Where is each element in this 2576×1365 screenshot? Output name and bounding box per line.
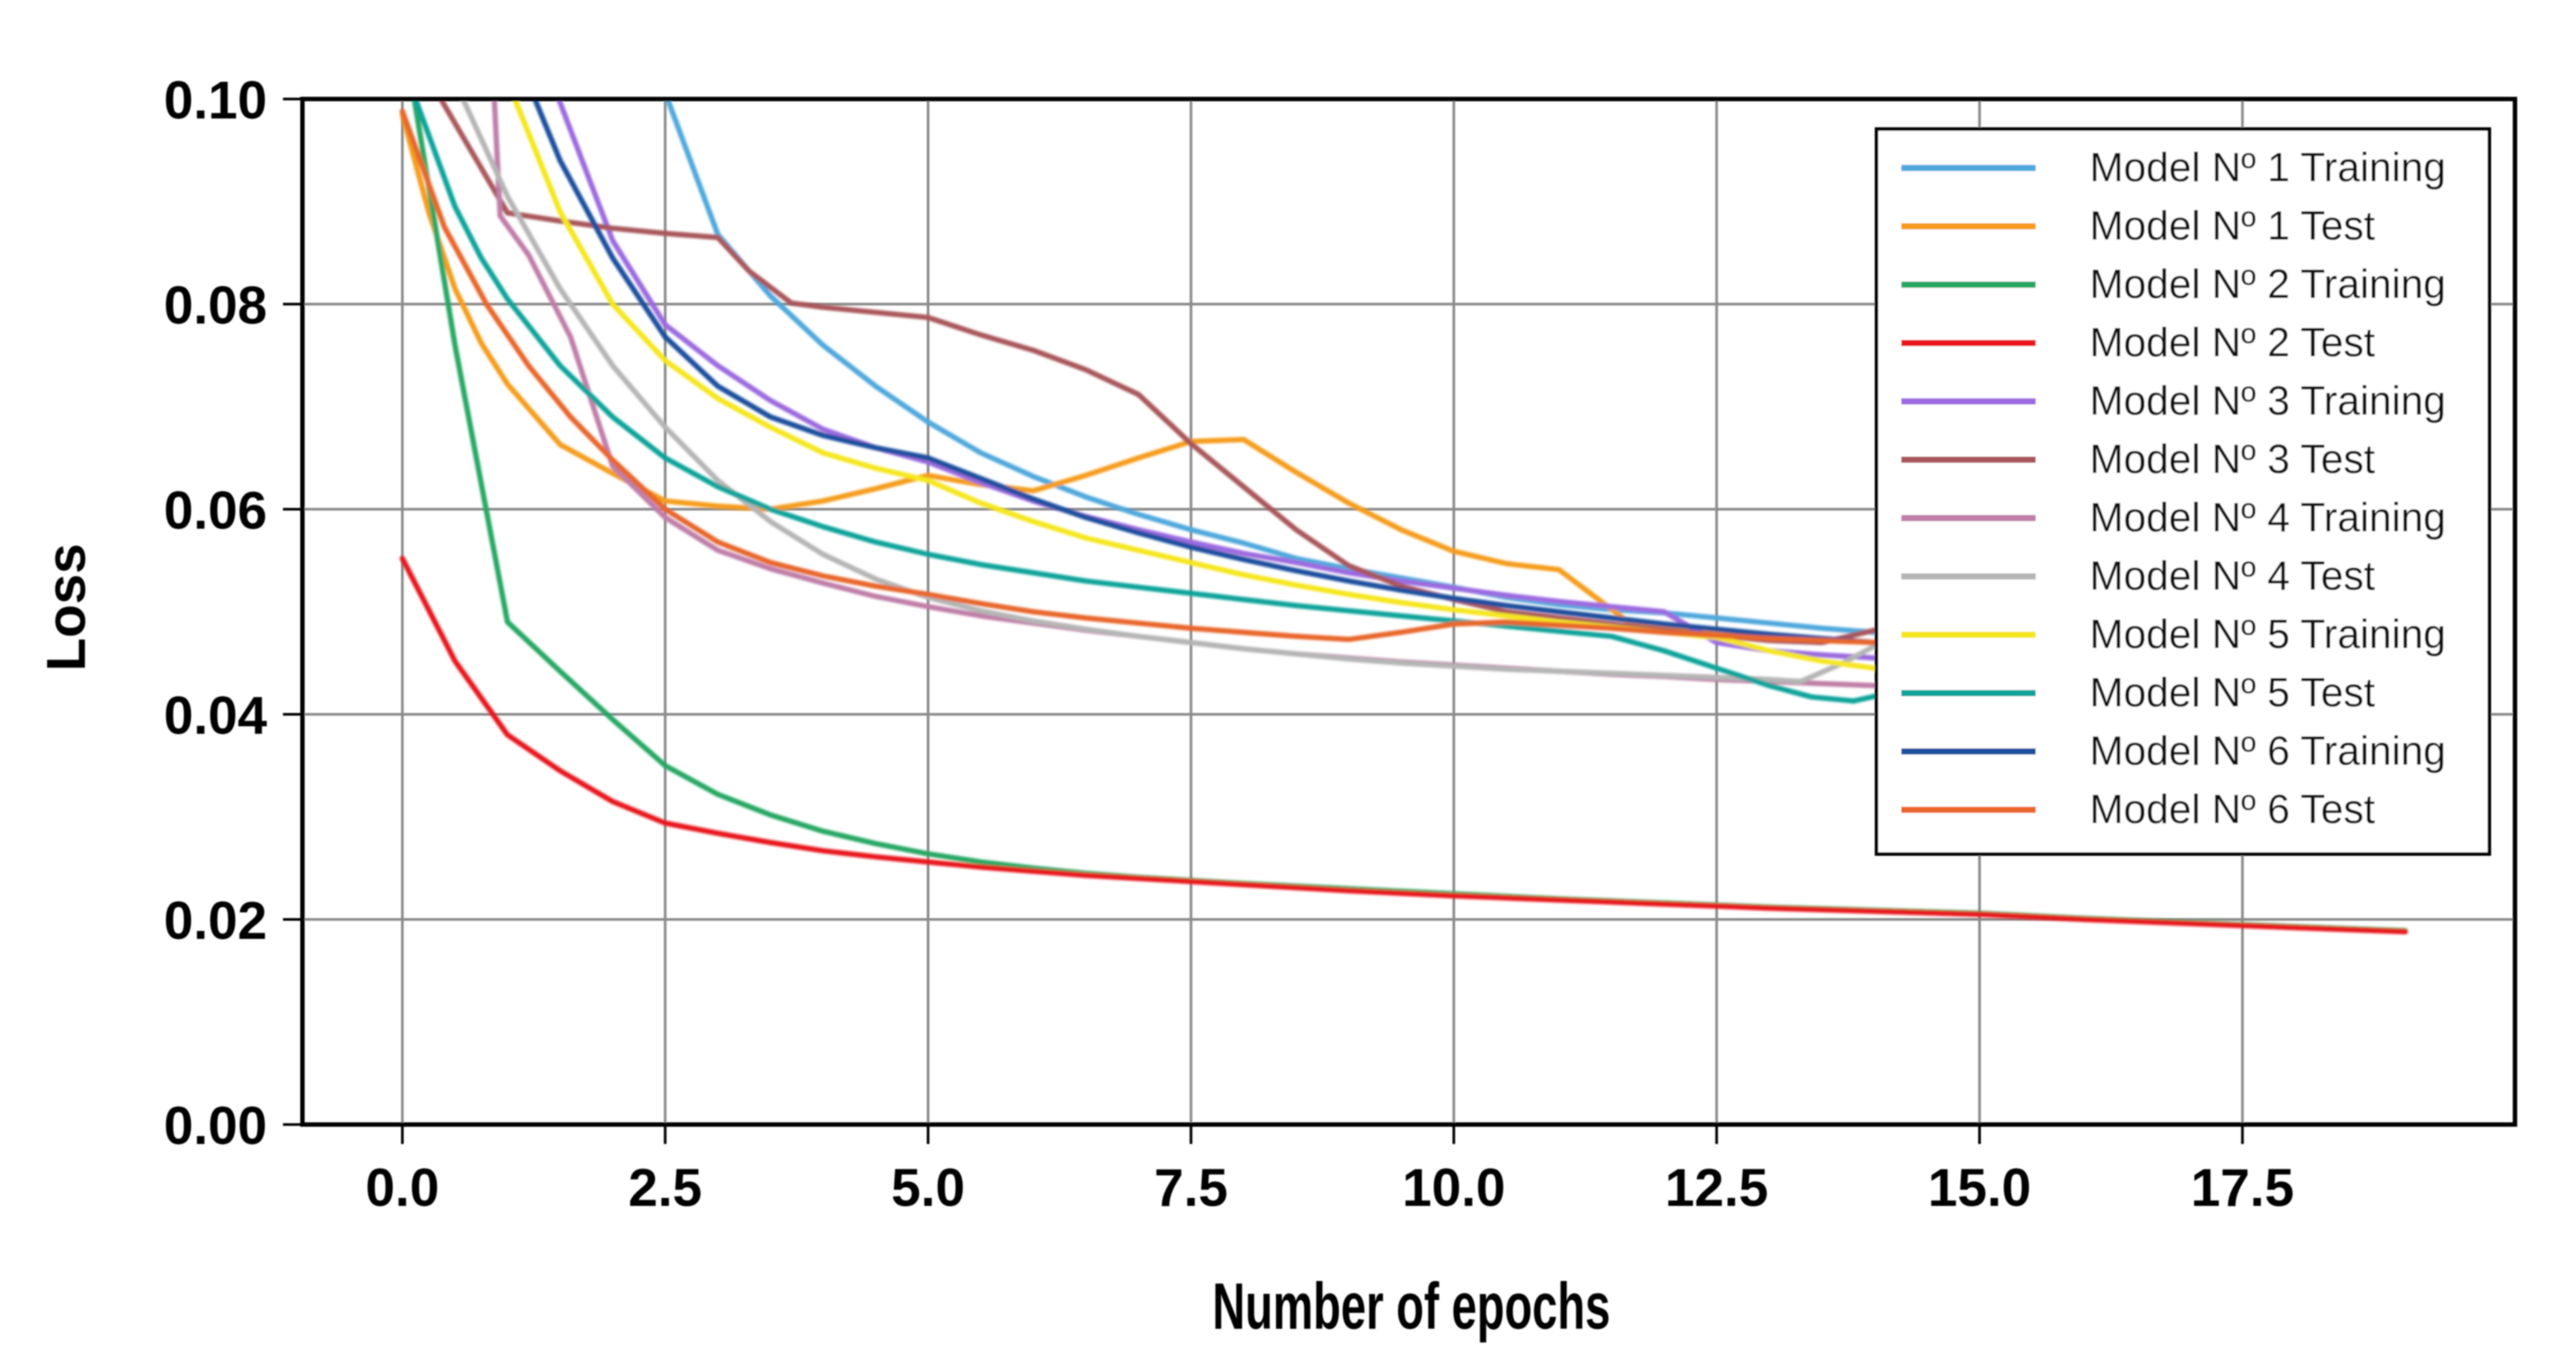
svg-text:0.00: 0.00 (164, 1096, 267, 1155)
svg-text:0.10: 0.10 (164, 71, 267, 130)
svg-text:Model Nº 3 Test: Model Nº 3 Test (2090, 436, 2375, 482)
svg-text:17.5: 17.5 (2190, 1158, 2294, 1217)
svg-text:0.04: 0.04 (164, 686, 267, 745)
svg-text:Model Nº 5 Training: Model Nº 5 Training (2090, 611, 2446, 657)
svg-text:7.5: 7.5 (1154, 1158, 1227, 1217)
svg-text:Loss: Loss (36, 544, 97, 672)
svg-text:Model Nº 1 Test: Model Nº 1 Test (2090, 202, 2375, 248)
svg-text:0.08: 0.08 (164, 276, 267, 335)
svg-text:Model Nº 2 Test: Model Nº 2 Test (2090, 319, 2375, 365)
svg-text:Number of epochs: Number of epochs (1212, 1270, 1610, 1343)
svg-text:Model Nº 4 Training: Model Nº 4 Training (2090, 494, 2446, 540)
svg-text:2.5: 2.5 (628, 1158, 701, 1217)
svg-text:Model Nº 1 Training: Model Nº 1 Training (2090, 144, 2446, 190)
svg-text:Model Nº 5 Test: Model Nº 5 Test (2090, 669, 2375, 715)
svg-text:Model Nº 6 Test: Model Nº 6 Test (2090, 786, 2375, 832)
svg-text:0.0: 0.0 (365, 1158, 439, 1217)
svg-text:0.06: 0.06 (164, 481, 267, 540)
svg-text:Model Nº 4 Test: Model Nº 4 Test (2090, 553, 2375, 599)
svg-text:Model Nº 6 Training: Model Nº 6 Training (2090, 728, 2446, 774)
svg-text:0.02: 0.02 (164, 891, 267, 950)
svg-text:Model Nº 2 Training: Model Nº 2 Training (2090, 261, 2446, 307)
svg-text:12.5: 12.5 (1665, 1158, 1769, 1217)
svg-text:10.0: 10.0 (1403, 1158, 1506, 1217)
svg-text:15.0: 15.0 (1928, 1158, 2031, 1217)
svg-text:Model Nº 3 Training: Model Nº 3 Training (2090, 377, 2446, 423)
svg-text:5.0: 5.0 (891, 1158, 965, 1217)
